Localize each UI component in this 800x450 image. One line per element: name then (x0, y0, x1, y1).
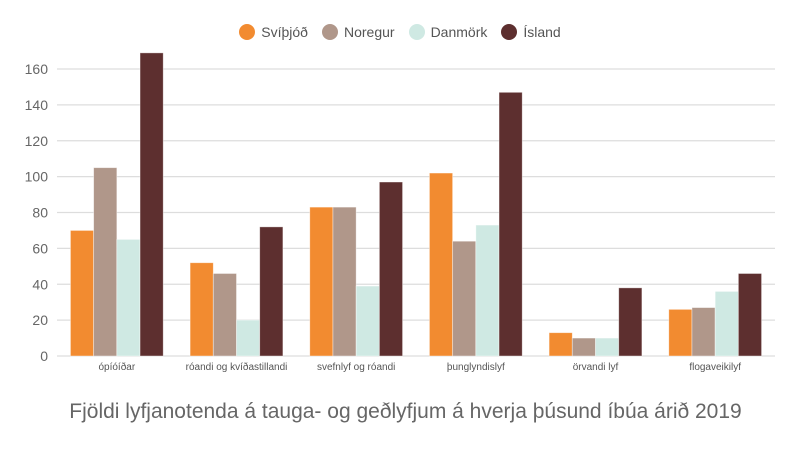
bar-1-3 (259, 226, 284, 357)
legend-label: Danmörk (430, 24, 488, 40)
legend: Svíþjóð Noregur Danmörk Ísland (0, 24, 800, 40)
bar-3-2 (475, 224, 500, 357)
legend-item[interactable]: Ísland (501, 24, 561, 40)
bar-5-2 (714, 291, 739, 357)
y-tick-label: 0 (40, 348, 48, 364)
legend-item[interactable]: Svíþjóð (239, 24, 308, 40)
x-tick-label: svefnlyf og róandi (317, 362, 395, 373)
x-tick-label: örvandi lyf (573, 362, 619, 373)
bar-5-3 (737, 273, 762, 357)
y-tick-label: 20 (32, 312, 48, 328)
bar-3-3 (498, 91, 523, 357)
legend-marker (239, 24, 256, 40)
bar-2-0 (309, 206, 334, 357)
y-tick-label: 80 (32, 205, 48, 221)
bar-0-3 (139, 52, 164, 357)
x-tick-label: róandi og kvíðastillandi (186, 361, 288, 373)
legend-label: Ísland (523, 24, 561, 40)
bar-3-0 (429, 172, 454, 357)
bar-2-1 (332, 206, 357, 357)
bar-2-3 (378, 181, 403, 357)
y-tick-label: 60 (32, 240, 48, 256)
legend-item[interactable]: Noregur (321, 24, 395, 40)
bar-4-2 (595, 337, 620, 357)
bar-3-1 (452, 240, 477, 357)
legend-label: Svíþjóð (261, 24, 308, 40)
legend-label: Noregur (343, 24, 395, 40)
bar-0-1 (93, 167, 118, 357)
legend-marker (321, 24, 338, 40)
bar-4-3 (618, 287, 643, 357)
x-tick-label: ópíóíðar (98, 361, 135, 373)
x-tick-label: þunglyndislyf (447, 362, 505, 373)
x-tick-label: flogaveikilyf (689, 362, 741, 373)
chart-title: Fjöldi lyfjanotenda á tauga- og geðlyfju… (69, 400, 742, 423)
bar-5-1 (691, 307, 716, 357)
legend-marker (408, 24, 425, 40)
bar-0-2 (116, 239, 141, 357)
bar-4-1 (571, 337, 596, 357)
y-tick-label: 120 (25, 133, 49, 149)
bar-2-2 (355, 285, 380, 357)
y-tick-label: 140 (25, 97, 49, 113)
y-tick-label: 100 (25, 169, 49, 185)
bar-1-2 (236, 319, 261, 357)
legend-item[interactable]: Danmörk (408, 24, 488, 40)
legend-marker (501, 24, 518, 40)
bar-0-0 (70, 230, 95, 357)
bar-1-1 (212, 273, 237, 357)
bar-5-0 (668, 308, 693, 357)
y-tick-label: 160 (25, 61, 49, 77)
bar-1-0 (189, 262, 214, 357)
y-tick-label: 40 (32, 276, 48, 292)
bar-4-0 (548, 332, 573, 357)
